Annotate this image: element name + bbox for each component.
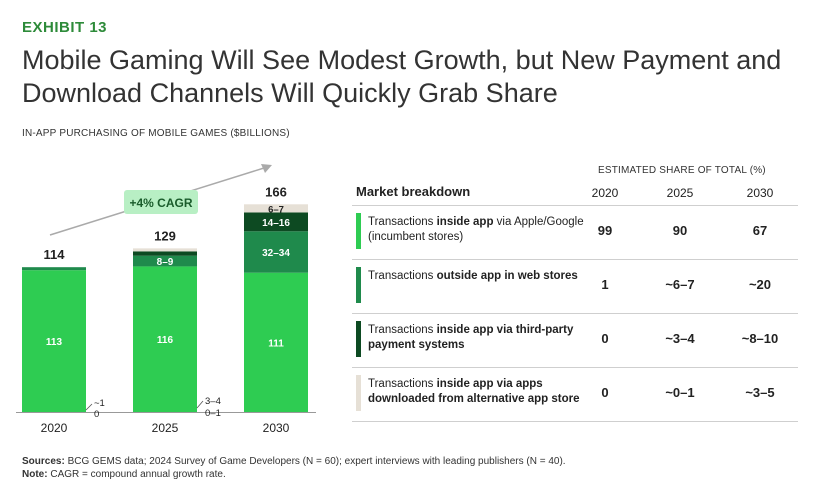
cagr-badge [124, 190, 198, 214]
share-cell: ~20 [748, 277, 772, 292]
title-line-1: Mobile Gaming Will See Modest Growth, bu… [22, 45, 782, 75]
share-cell: 67 [752, 223, 768, 238]
row-label-part: outside app in web stores [436, 270, 578, 282]
segment-label: 111 [268, 338, 284, 349]
segment-label: 32–34 [262, 248, 290, 259]
x-tick-label: 2025 [152, 421, 179, 435]
row-label-part: Transactions [368, 324, 437, 336]
stacked-bar-chart: 114 2020 113 129 2025 116 166 2030 111 ~10 8–9 3–40… [16, 164, 316, 435]
row-swatch [356, 267, 361, 303]
bar-segment [244, 212, 308, 232]
segment-label: 113 [46, 337, 63, 348]
row-label-part: inside app via apps downloaded from alte… [368, 378, 580, 405]
bar-segment [244, 272, 308, 412]
row-label: Transactions inside app via Apple/Google… [368, 215, 608, 245]
row-label-part: inside app via third-party payment syste… [368, 324, 574, 351]
row-label-part: via Apple/Google (incumbent stores) [368, 216, 584, 243]
share-cell: 1 [601, 277, 609, 292]
row-divider [352, 313, 798, 314]
row-swatch [356, 321, 361, 357]
bar-segment [22, 267, 86, 271]
row-label: Transactions inside app via apps downloa… [368, 377, 608, 407]
bar-segment [133, 255, 197, 267]
note-label: Note: [22, 469, 48, 480]
share-cell: ~8–10 [741, 331, 779, 346]
sources-text: BCG GEMS data; 2024 Survey of Game Devel… [64, 456, 566, 467]
year-header-2025: 2025 [666, 186, 694, 200]
row-label-part: Transactions [368, 378, 437, 390]
bar-segment [133, 248, 197, 252]
share-cell: ~0–1 [665, 385, 695, 400]
segment-label: 8–9 [157, 257, 174, 268]
segment-label: 116 [157, 335, 174, 346]
year-header-2030: 2030 [746, 186, 774, 200]
row-label: Transactions inside app via third-party … [368, 323, 608, 353]
bar-total-label: 129 [154, 228, 176, 243]
sources-label: Sources: [22, 456, 65, 467]
segment-label: 14–16 [262, 218, 290, 229]
note-text: CAGR = compound annual growth rate. [47, 469, 226, 480]
row-divider [352, 367, 798, 368]
segment-label: 0–1 [205, 408, 221, 419]
label-leader [196, 400, 204, 409]
bar-total-label: 114 [44, 247, 66, 262]
bar-segment [244, 231, 308, 273]
segment-label: ~1 [94, 398, 105, 409]
bar-segment [244, 204, 308, 213]
share-cell: ~6–7 [665, 277, 695, 292]
row-divider [352, 421, 798, 422]
cagr-label: +4% CAGR [129, 196, 192, 210]
share-cell: 0 [601, 331, 609, 346]
segment-label: 6–7 [268, 204, 284, 215]
share-cell: 90 [672, 223, 688, 238]
title-line-2: Download Channels Will Quickly Grab Shar… [22, 78, 558, 108]
segment-label: 0 [94, 409, 99, 420]
segment-label: 3–4 [205, 396, 221, 407]
row-swatch [356, 375, 361, 411]
market-breakdown-header: Market breakdown [356, 184, 471, 199]
share-cell: 0 [601, 385, 609, 400]
bar-segment [133, 266, 197, 412]
cagr-arrow-head [261, 164, 272, 173]
share-cell: 99 [597, 223, 613, 238]
label-leader [85, 403, 93, 411]
year-header-2020: 2020 [591, 186, 619, 200]
exhibit-label: EXHIBIT 13 [22, 19, 108, 36]
table-header-divider [352, 205, 798, 206]
estimated-share-header: ESTIMATED SHARE OF TOTAL (%) [598, 165, 766, 176]
share-cell: ~3–4 [665, 331, 695, 346]
chart-subtitle: IN-APP PURCHASING OF MOBILE GAMES ($BILL… [22, 128, 290, 139]
row-swatch [356, 213, 361, 249]
page-title: Mobile Gaming Will See Modest Growth, bu… [22, 44, 812, 110]
x-tick-label: 2030 [263, 421, 290, 435]
row-label-part: Transactions [368, 216, 437, 228]
row-label: Transactions outside app in web stores [368, 269, 608, 284]
row-label-part: inside app [436, 216, 494, 228]
row-label-part: Transactions [368, 270, 437, 282]
share-cell: ~3–5 [745, 385, 775, 400]
bar-segment [22, 270, 86, 412]
sources-note: Sources: BCG GEMS data; 2024 Survey of G… [22, 455, 566, 481]
x-tick-label: 2020 [41, 421, 68, 435]
bar-total-label: 166 [265, 184, 287, 199]
bar-segment [133, 251, 197, 256]
row-divider [352, 259, 798, 260]
